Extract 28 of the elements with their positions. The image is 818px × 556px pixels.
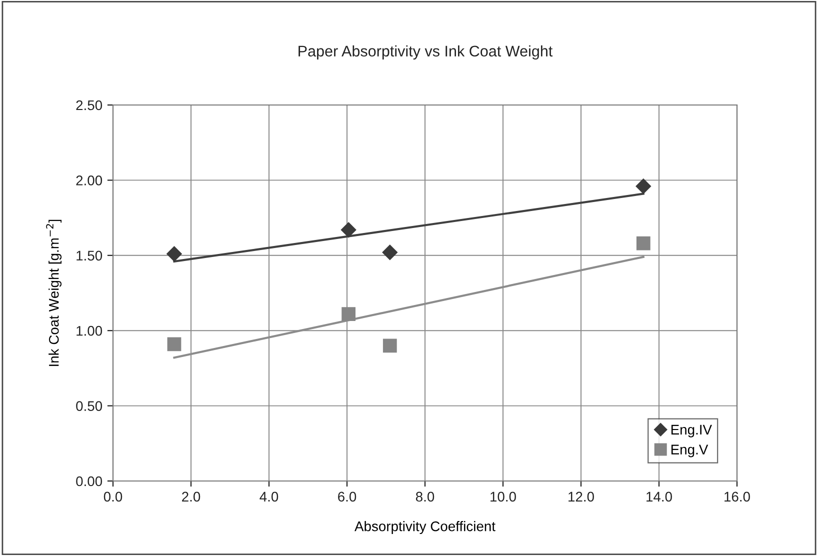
x-tick-label: 8.0: [416, 492, 434, 502]
x-tick-label: 10.0: [490, 492, 516, 502]
y-axis-title: Ink Coat Weight [g.m$^{−2}$]: [46, 220, 62, 366]
y-tick-label: 2.50: [76, 100, 102, 110]
y-tick-label: 2.00: [76, 176, 102, 186]
x-tick-label: 2.0: [182, 492, 200, 502]
point: [382, 338, 397, 353]
legend-label: Eng.V: [671, 444, 708, 458]
x-tick-label: 16.0: [724, 492, 750, 502]
point: [167, 337, 182, 352]
x-tick-label: 14.0: [646, 492, 672, 502]
point: [636, 236, 650, 250]
x-tick-label: 0.0: [104, 492, 122, 502]
chart-title: Paper Absorptivity vs Ink Coat Weight: [298, 45, 553, 60]
point: [382, 244, 398, 260]
x-tick-label: 4.0: [260, 492, 278, 502]
legend-label: Eng.IV: [671, 424, 712, 438]
x-axis-title: Absorptivity Coefficient: [354, 521, 496, 534]
y-tick-label: 1.50: [76, 250, 102, 261]
y-tick-label: 0.00: [76, 476, 102, 486]
point: [342, 307, 356, 321]
y-tick-label: 0.50: [76, 401, 102, 411]
y-tick-label: 1.00: [76, 326, 102, 336]
x-tick-label: 12.0: [568, 492, 594, 502]
x-tick-label: 6.0: [338, 492, 356, 502]
point: [636, 178, 651, 194]
point: [340, 222, 356, 238]
point: [166, 246, 182, 262]
